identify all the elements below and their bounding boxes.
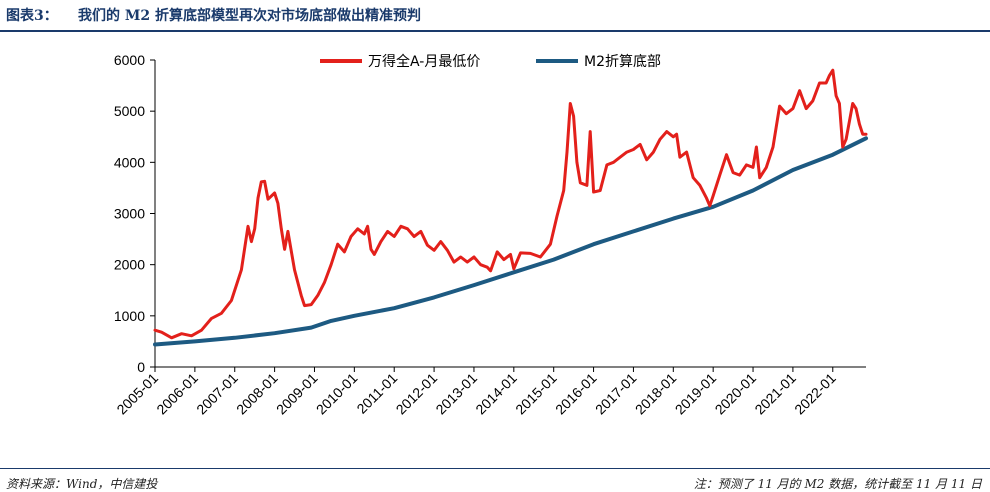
y-tick-label: 3000 — [114, 206, 145, 222]
x-tick-label: 2008-01 — [233, 370, 281, 418]
x-tick-label: 2015-01 — [512, 370, 560, 418]
x-tick-label: 2020-01 — [712, 370, 760, 418]
y-tick-label: 6000 — [114, 52, 145, 68]
x-tick-label: 2011-01 — [353, 370, 400, 417]
footer-note: 注：预测了 11 月的 M2 数据，统计截至 11 月 11 日 — [693, 477, 982, 491]
x-tick-label: 2006-01 — [153, 370, 201, 418]
x-tick-label: 2016-01 — [552, 370, 600, 418]
legend-label-m2: M2折算底部 — [584, 54, 661, 70]
x-tick-label: 2017-01 — [592, 370, 640, 418]
x-tick-label: 2012-01 — [393, 370, 441, 418]
x-tick-label: 2019-01 — [672, 370, 720, 418]
y-tick-label: 5000 — [114, 103, 145, 119]
y-tick-label: 1000 — [114, 308, 145, 324]
series-line-a — [153, 68, 868, 340]
x-tick-label: 2005-01 — [113, 370, 161, 418]
figure-label: 图表3： — [6, 8, 58, 24]
chart-series — [153, 68, 868, 347]
legend-label-a: 万得全A-月最低价 — [368, 53, 480, 70]
x-tick-label: 2013-01 — [432, 370, 480, 418]
x-tick-label: 2007-01 — [193, 370, 241, 418]
line-chart: 01000200030004000500060002005-012006-012… — [113, 52, 868, 417]
x-tick-label: 2018-01 — [632, 370, 680, 418]
x-tick-label: 2010-01 — [313, 370, 361, 418]
x-tick-label: 2022-01 — [791, 370, 839, 418]
footer: 资料来源：Wind，中信建投 注：预测了 11 月的 M2 数据，统计截至 11… — [0, 468, 990, 491]
figure-title: 我们的 M2 折算底部模型再次对市场底部做出精准预判 — [78, 8, 421, 24]
x-tick-label: 2009-01 — [273, 370, 321, 418]
series-line-m2 — [153, 136, 868, 347]
x-tick-label: 2014-01 — [472, 370, 520, 418]
x-tick-label: 2021-01 — [751, 370, 799, 418]
title-bar: 图表3： 我们的 M2 折算底部模型再次对市场底部做出精准预判 — [0, 0, 990, 32]
source-note: 资料来源：Wind，中信建投 — [6, 477, 158, 491]
y-tick-label: 2000 — [114, 257, 145, 273]
y-tick-label: 4000 — [114, 154, 145, 170]
chart-axes: 01000200030004000500060002005-012006-012… — [113, 52, 866, 417]
chart-legend: 万得全A-月最低价 M2折算底部 — [320, 53, 661, 70]
y-tick-label: 0 — [137, 359, 145, 375]
